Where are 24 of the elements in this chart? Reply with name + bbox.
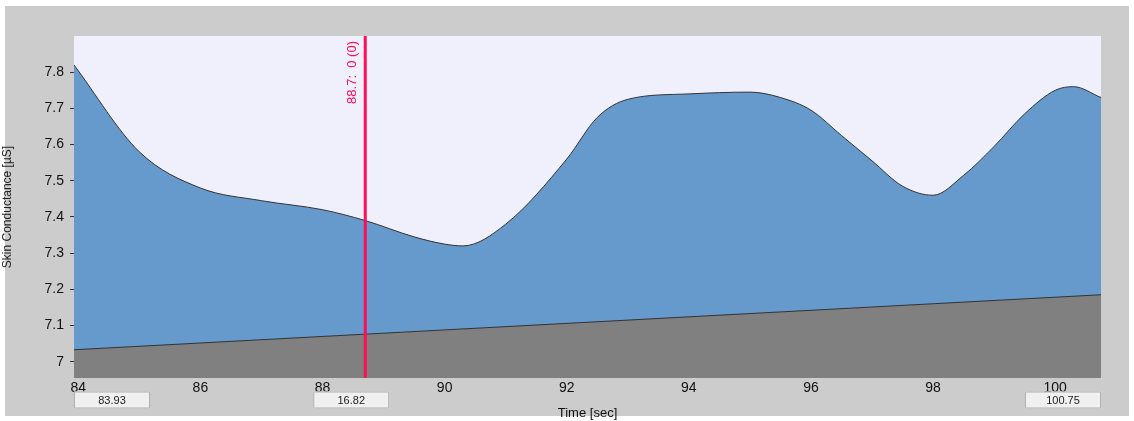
text: 16.82 [337,394,366,407]
y-tick-label: 7.4 [44,207,65,224]
x-tick-label: 84 [70,379,87,396]
x-axis-title: Time [sec] [557,404,618,420]
ref-line-label: 88.7: 0 (0) [344,41,360,104]
y-tick-label: 7 [56,352,65,369]
x-tick-label: 98 [925,379,942,396]
text: 100.75 [1046,394,1080,407]
x-tick-label: 94 [681,379,697,396]
y-tick-label: 7.7 [44,99,65,116]
x-tick-label: 88 [314,379,331,396]
x-tick-label: 92 [558,379,575,396]
y-tick-label: 7.8 [44,63,65,80]
x-tick-label: 86 [192,379,209,396]
y-tick-label: 7.6 [44,135,65,152]
y-tick-label: 7.2 [44,280,65,297]
x-tick-label: 90 [436,379,453,396]
y-tick-label: 7.5 [44,171,65,188]
y-tick-label: 7.3 [44,244,65,260]
x-tick-label: 96 [803,379,819,396]
y-tick-label: 7.1 [44,316,65,333]
text: 83.93 [98,394,126,407]
x-tick-label: 100 [1043,379,1068,396]
y-axis-title: Skin Conductance [µS] [0,145,14,269]
